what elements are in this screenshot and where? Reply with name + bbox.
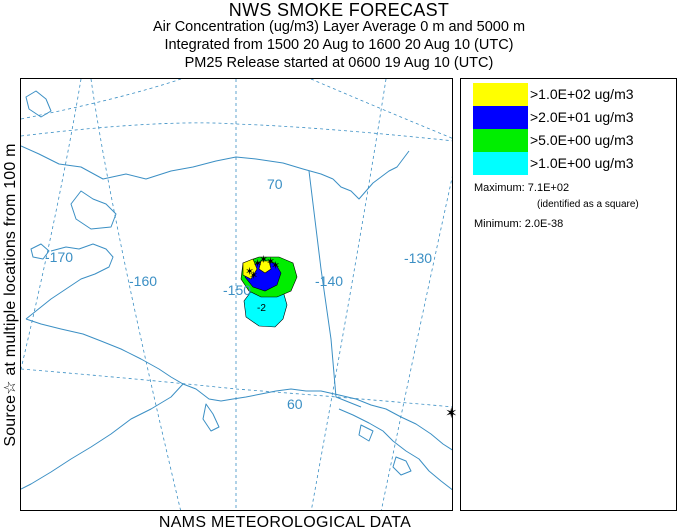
- star-icon: ✶: [249, 270, 258, 282]
- grid-line: [21, 79, 182, 120]
- graticule-labels: -170 -160 -150 -140 -130 70 60: [45, 176, 432, 412]
- seward-peninsula: [70, 190, 117, 230]
- source-label-text: Source☆ at multiple locations from 100 m: [2, 143, 19, 447]
- map-title: NWS SMOKE FORECAST: [228, 0, 450, 20]
- legend-swatch: [473, 129, 528, 152]
- minimum-value: Minimum: 2.0E-38: [474, 218, 564, 230]
- plume-contour-100: [258, 260, 272, 274]
- lon-label: -150: [223, 282, 251, 298]
- lon-label: -130: [404, 250, 432, 266]
- source-marker-icon: ✶: [445, 405, 458, 422]
- star-icon: ✶: [445, 405, 458, 422]
- maximum-value: Maximum: 7.1E+02: [474, 182, 570, 194]
- bristol-bay-coast: [25, 318, 184, 385]
- west-coast: [25, 243, 114, 320]
- plume-contour-100: [242, 258, 258, 280]
- source-markers: ✶ ✶ ✶ ✶ ✶ ✶: [245, 254, 280, 282]
- aleutian-chain: [21, 383, 184, 490]
- star-icon: ✶: [271, 260, 280, 272]
- grid-line: [21, 368, 452, 408]
- lon-label: -160: [129, 273, 157, 289]
- island: [392, 456, 412, 476]
- legend-item: >1.0E+02 ug/m3: [473, 83, 673, 106]
- coastline: [21, 90, 452, 491]
- legend-swatch: [473, 106, 528, 129]
- star-icon: ✶: [266, 256, 275, 268]
- north-coast: [21, 145, 334, 180]
- legend-label: >1.0E+00 ug/m3: [530, 155, 634, 171]
- grid-line: [381, 176, 452, 510]
- map-canvas: -2 ✶ ✶ ✶ ✶ ✶ ✶ -170 -160 -150 -140 -130 …: [21, 79, 452, 510]
- legend-swatch: [473, 83, 528, 106]
- island: [358, 424, 374, 442]
- graticule: [21, 79, 452, 510]
- gulf-coast: [182, 383, 452, 451]
- lon-label: -170: [45, 249, 73, 265]
- legend-panel: >1.0E+02 ug/m3 >2.0E+01 ug/m3 >5.0E+00 u…: [460, 78, 677, 511]
- legend-label: >1.0E+02 ug/m3: [530, 86, 634, 102]
- legend-item: >5.0E+00 ug/m3: [473, 129, 673, 152]
- lat-label: 70: [267, 176, 283, 192]
- smoke-plume: -2: [240, 256, 298, 328]
- star-icon: ✶: [259, 254, 268, 266]
- island: [30, 243, 50, 260]
- lat-label: 60: [287, 396, 303, 412]
- border: [308, 170, 362, 408]
- grid-line: [21, 79, 82, 370]
- legend-swatch: [473, 152, 528, 175]
- grid-line: [90, 79, 181, 510]
- maximum-note: (identified as a square): [537, 199, 639, 210]
- star-icon: ✶: [253, 258, 262, 270]
- grid-line: [21, 122, 452, 142]
- source-label: Source☆ at multiple locations from 100 m: [0, 78, 20, 512]
- contour-label: -2: [257, 303, 266, 314]
- legend-label: >5.0E+00 ug/m3: [530, 132, 634, 148]
- subtitle-release: PM25 Release started at 0600 19 Aug 10 (…: [184, 55, 494, 71]
- legend-item: >1.0E+00 ug/m3: [473, 152, 673, 175]
- panhandle-coast: [338, 408, 452, 491]
- star-icon: ✶: [245, 266, 254, 278]
- subtitle-concentration: Air Concentration (ug/m3) Layer Average …: [152, 19, 526, 35]
- subtitle-integration: Integrated from 1500 20 Aug to 1600 20 A…: [164, 37, 514, 53]
- kodiak-island: [202, 403, 220, 432]
- island: [25, 90, 52, 118]
- lon-label: -140: [315, 273, 343, 289]
- footer-data-source: NAMS METEOROLOGICAL DATA: [158, 514, 412, 531]
- map-panel: -2 ✶ ✶ ✶ ✶ ✶ ✶ -170 -160 -150 -140 -130 …: [20, 78, 453, 511]
- canada-arctic-coast: [332, 150, 410, 200]
- legend-label: >2.0E+01 ug/m3: [530, 109, 634, 125]
- grid-line: [310, 79, 387, 510]
- legend-item: >2.0E+01 ug/m3: [473, 106, 673, 129]
